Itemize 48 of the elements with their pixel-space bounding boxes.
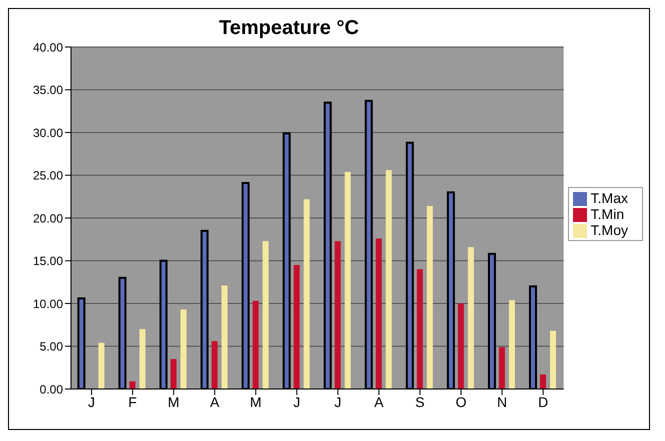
y-tick-label: 35.00 [32, 83, 64, 98]
x-tick-label: J [88, 394, 96, 410]
x-tick-label: N [497, 394, 508, 410]
y-tick-label: 5.00 [40, 340, 64, 354]
legend-label: T.Min [590, 206, 624, 222]
bar [416, 269, 423, 389]
bar [262, 241, 269, 389]
y-tick-label: 20.00 [32, 211, 64, 226]
legend-label: T.Max [590, 190, 628, 206]
bar [498, 347, 505, 389]
y-tick-label: 25.00 [32, 168, 64, 183]
bar [294, 265, 300, 389]
bar [129, 381, 136, 389]
bar [468, 247, 474, 389]
bar [386, 170, 392, 389]
x-tick-label: J [334, 394, 342, 410]
bar [222, 286, 228, 389]
bar [376, 238, 382, 389]
x-tick-label: D [538, 394, 548, 410]
x-tick-label: M [168, 394, 180, 410]
x-tick-label: S [415, 394, 425, 410]
bar [426, 206, 433, 389]
bar [458, 304, 464, 389]
chart-title: Tempeature °C [218, 17, 360, 40]
y-tick-label: 40.00 [32, 40, 64, 54]
bar [304, 199, 310, 389]
bar [170, 359, 176, 389]
bar [139, 329, 146, 389]
bar [334, 241, 341, 389]
y-tick-label: 10.00 [32, 296, 64, 311]
x-tick-label: O [456, 394, 467, 410]
bar [508, 300, 515, 389]
bar [98, 342, 104, 389]
x-tick-label: F [128, 394, 137, 410]
legend-label: T.Moy [590, 222, 628, 238]
bar [180, 309, 186, 389]
y-tick-label: 0.00 [40, 382, 64, 396]
x-tick-label: A [210, 394, 220, 410]
bar [344, 172, 351, 389]
x-tick-label: J [293, 394, 300, 410]
x-tick-label: M [250, 394, 262, 410]
x-tick-label: A [374, 394, 384, 410]
bar [252, 300, 259, 389]
y-tick-label: 15.00 [32, 254, 64, 268]
y-tick-label: 30.00 [32, 126, 64, 140]
bar [540, 374, 546, 389]
bar [550, 330, 556, 389]
bar [212, 341, 218, 389]
